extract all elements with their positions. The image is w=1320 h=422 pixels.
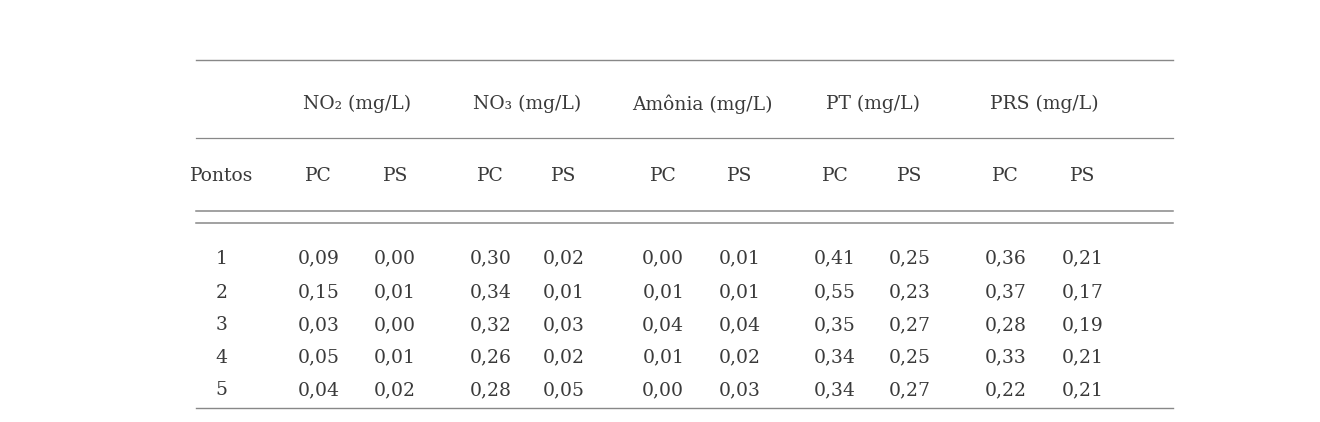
Text: 0,34: 0,34 xyxy=(814,381,855,399)
Text: 0,15: 0,15 xyxy=(297,284,339,302)
Text: 0,35: 0,35 xyxy=(814,316,855,334)
Text: 0,41: 0,41 xyxy=(814,249,855,268)
Text: 0,23: 0,23 xyxy=(888,284,931,302)
Text: 0,04: 0,04 xyxy=(719,316,760,334)
Text: 0,28: 0,28 xyxy=(470,381,511,399)
Text: 0,09: 0,09 xyxy=(297,249,339,268)
Text: 0,17: 0,17 xyxy=(1061,284,1104,302)
Text: 0,02: 0,02 xyxy=(543,249,585,268)
Text: 3: 3 xyxy=(215,316,227,334)
Text: 2: 2 xyxy=(215,284,227,302)
Text: 1: 1 xyxy=(215,249,227,268)
Text: PS: PS xyxy=(898,167,923,185)
Text: 0,01: 0,01 xyxy=(375,284,416,302)
Text: 0,55: 0,55 xyxy=(814,284,857,302)
Text: 0,01: 0,01 xyxy=(375,349,416,367)
Text: 0,25: 0,25 xyxy=(888,349,931,367)
Text: PC: PC xyxy=(993,167,1019,185)
Text: PC: PC xyxy=(649,167,677,185)
Text: 0,27: 0,27 xyxy=(888,381,931,399)
Text: PC: PC xyxy=(305,167,331,185)
Text: 0,00: 0,00 xyxy=(374,249,416,268)
Text: 0,21: 0,21 xyxy=(1061,381,1104,399)
Text: 0,25: 0,25 xyxy=(888,249,931,268)
Text: 0,01: 0,01 xyxy=(543,284,585,302)
Text: Amônia (mg/L): Amônia (mg/L) xyxy=(632,95,772,114)
Text: 4: 4 xyxy=(215,349,227,367)
Text: 0,37: 0,37 xyxy=(985,284,1027,302)
Text: 0,21: 0,21 xyxy=(1061,349,1104,367)
Text: PS: PS xyxy=(727,167,752,185)
Text: PS: PS xyxy=(552,167,577,185)
Text: 0,01: 0,01 xyxy=(719,249,760,268)
Text: 0,36: 0,36 xyxy=(985,249,1027,268)
Text: 0,28: 0,28 xyxy=(985,316,1027,334)
Text: PS: PS xyxy=(383,167,408,185)
Text: NO₃ (mg/L): NO₃ (mg/L) xyxy=(473,95,581,114)
Text: 0,00: 0,00 xyxy=(643,249,684,268)
Text: 0,26: 0,26 xyxy=(470,349,511,367)
Text: 0,02: 0,02 xyxy=(374,381,416,399)
Text: 0,03: 0,03 xyxy=(543,316,585,334)
Text: 0,34: 0,34 xyxy=(814,349,855,367)
Text: 0,04: 0,04 xyxy=(643,316,684,334)
Text: 0,22: 0,22 xyxy=(985,381,1027,399)
Text: 5: 5 xyxy=(215,381,227,399)
Text: 0,30: 0,30 xyxy=(470,249,511,268)
Text: PS: PS xyxy=(1071,167,1096,185)
Text: Pontos: Pontos xyxy=(190,167,253,185)
Text: PRS (mg/L): PRS (mg/L) xyxy=(990,95,1100,114)
Text: 0,21: 0,21 xyxy=(1061,249,1104,268)
Text: 0,02: 0,02 xyxy=(719,349,760,367)
Text: 0,33: 0,33 xyxy=(985,349,1027,367)
Text: 0,01: 0,01 xyxy=(643,284,684,302)
Text: 0,01: 0,01 xyxy=(719,284,760,302)
Text: 0,05: 0,05 xyxy=(543,381,585,399)
Text: 0,04: 0,04 xyxy=(297,381,339,399)
Text: 0,19: 0,19 xyxy=(1061,316,1104,334)
Text: 0,32: 0,32 xyxy=(470,316,511,334)
Text: 0,00: 0,00 xyxy=(374,316,416,334)
Text: PC: PC xyxy=(477,167,504,185)
Text: 0,01: 0,01 xyxy=(643,349,684,367)
Text: PC: PC xyxy=(821,167,849,185)
Text: 0,02: 0,02 xyxy=(543,349,585,367)
Text: 0,03: 0,03 xyxy=(719,381,760,399)
Text: 0,27: 0,27 xyxy=(888,316,931,334)
Text: 0,05: 0,05 xyxy=(297,349,339,367)
Text: PT (mg/L): PT (mg/L) xyxy=(826,95,920,114)
Text: NO₂ (mg/L): NO₂ (mg/L) xyxy=(304,95,412,114)
Text: 0,00: 0,00 xyxy=(643,381,684,399)
Text: 0,03: 0,03 xyxy=(297,316,339,334)
Text: 0,34: 0,34 xyxy=(470,284,511,302)
